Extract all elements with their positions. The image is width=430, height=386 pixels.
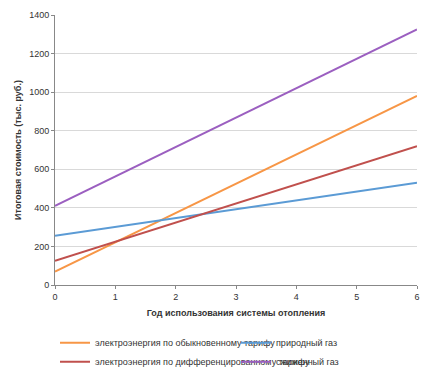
svg-text:электроэнергия по обыкновенном: электроэнергия по обыкновенному тарифу — [95, 338, 275, 348]
svg-text:природный газ: природный газ — [276, 338, 337, 348]
svg-text:сжиженный газ: сжиженный газ — [276, 357, 339, 367]
svg-text:400: 400 — [34, 203, 49, 213]
svg-text:1200: 1200 — [29, 49, 49, 59]
svg-text:1: 1 — [113, 292, 118, 302]
svg-text:4: 4 — [294, 292, 299, 302]
svg-text:0: 0 — [52, 292, 57, 302]
svg-text:1000: 1000 — [29, 87, 49, 97]
svg-text:3: 3 — [233, 292, 238, 302]
svg-text:800: 800 — [34, 126, 49, 136]
svg-text:0: 0 — [44, 280, 49, 290]
svg-text:1400: 1400 — [29, 10, 49, 20]
svg-text:2: 2 — [173, 292, 178, 302]
svg-text:Итоговая стоимость (тыс. руб.): Итоговая стоимость (тыс. руб.) — [13, 80, 23, 220]
svg-text:5: 5 — [354, 292, 359, 302]
svg-text:Год использования системы отоп: Год использования системы отопления — [147, 308, 326, 318]
svg-text:600: 600 — [34, 164, 49, 174]
svg-text:200: 200 — [34, 242, 49, 252]
svg-text:электроэнергия по дифференциро: электроэнергия по дифференцированному та… — [95, 357, 310, 368]
svg-text:6: 6 — [414, 292, 419, 302]
